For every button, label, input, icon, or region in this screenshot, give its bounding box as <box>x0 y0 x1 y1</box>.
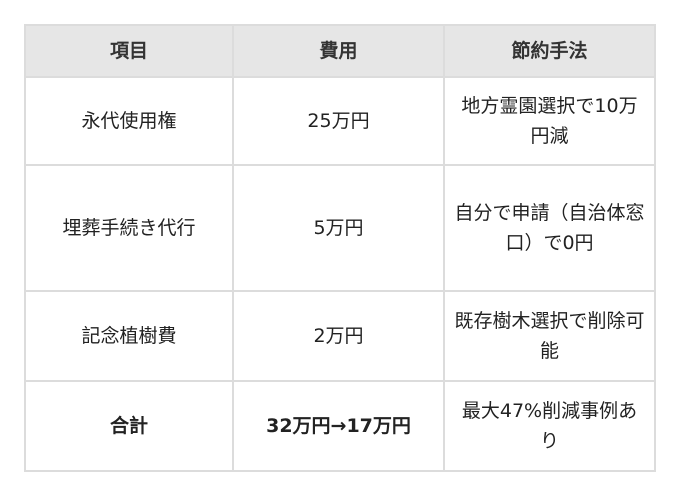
cost-table: 項目 費用 節約手法 永代使用権 25万円 地方霊園選択で10万円減 埋葬手続き… <box>24 24 656 472</box>
cell-item: 記念植樹費 <box>24 290 234 382</box>
cell-cost: 25万円 <box>232 76 445 166</box>
table-header-row: 項目 費用 節約手法 <box>24 24 656 78</box>
cell-cost: 5万円 <box>232 164 445 292</box>
table-row: 記念植樹費 2万円 既存樹木選択で削除可能 <box>24 290 656 382</box>
cell-cost: 2万円 <box>232 290 445 382</box>
cell-saving-method: 地方霊園選択で10万円減 <box>443 76 656 166</box>
cell-total-cost: 32万円→17万円 <box>232 380 445 472</box>
cell-saving-method: 既存樹木選択で削除可能 <box>443 290 656 382</box>
cell-item: 永代使用権 <box>24 76 234 166</box>
header-cost: 費用 <box>232 24 445 78</box>
table-row: 永代使用権 25万円 地方霊園選択で10万円減 <box>24 76 656 166</box>
table-row: 埋葬手続き代行 5万円 自分で申請（自治体窓口）で0円 <box>24 164 656 292</box>
header-item: 項目 <box>24 24 234 78</box>
cell-total-note: 最大47%削減事例あり <box>443 380 656 472</box>
cell-total-label: 合計 <box>24 380 234 472</box>
cell-item: 埋葬手続き代行 <box>24 164 234 292</box>
cell-saving-method: 自分で申請（自治体窓口）で0円 <box>443 164 656 292</box>
header-saving-method: 節約手法 <box>443 24 656 78</box>
table-total-row: 合計 32万円→17万円 最大47%削減事例あり <box>24 380 656 472</box>
